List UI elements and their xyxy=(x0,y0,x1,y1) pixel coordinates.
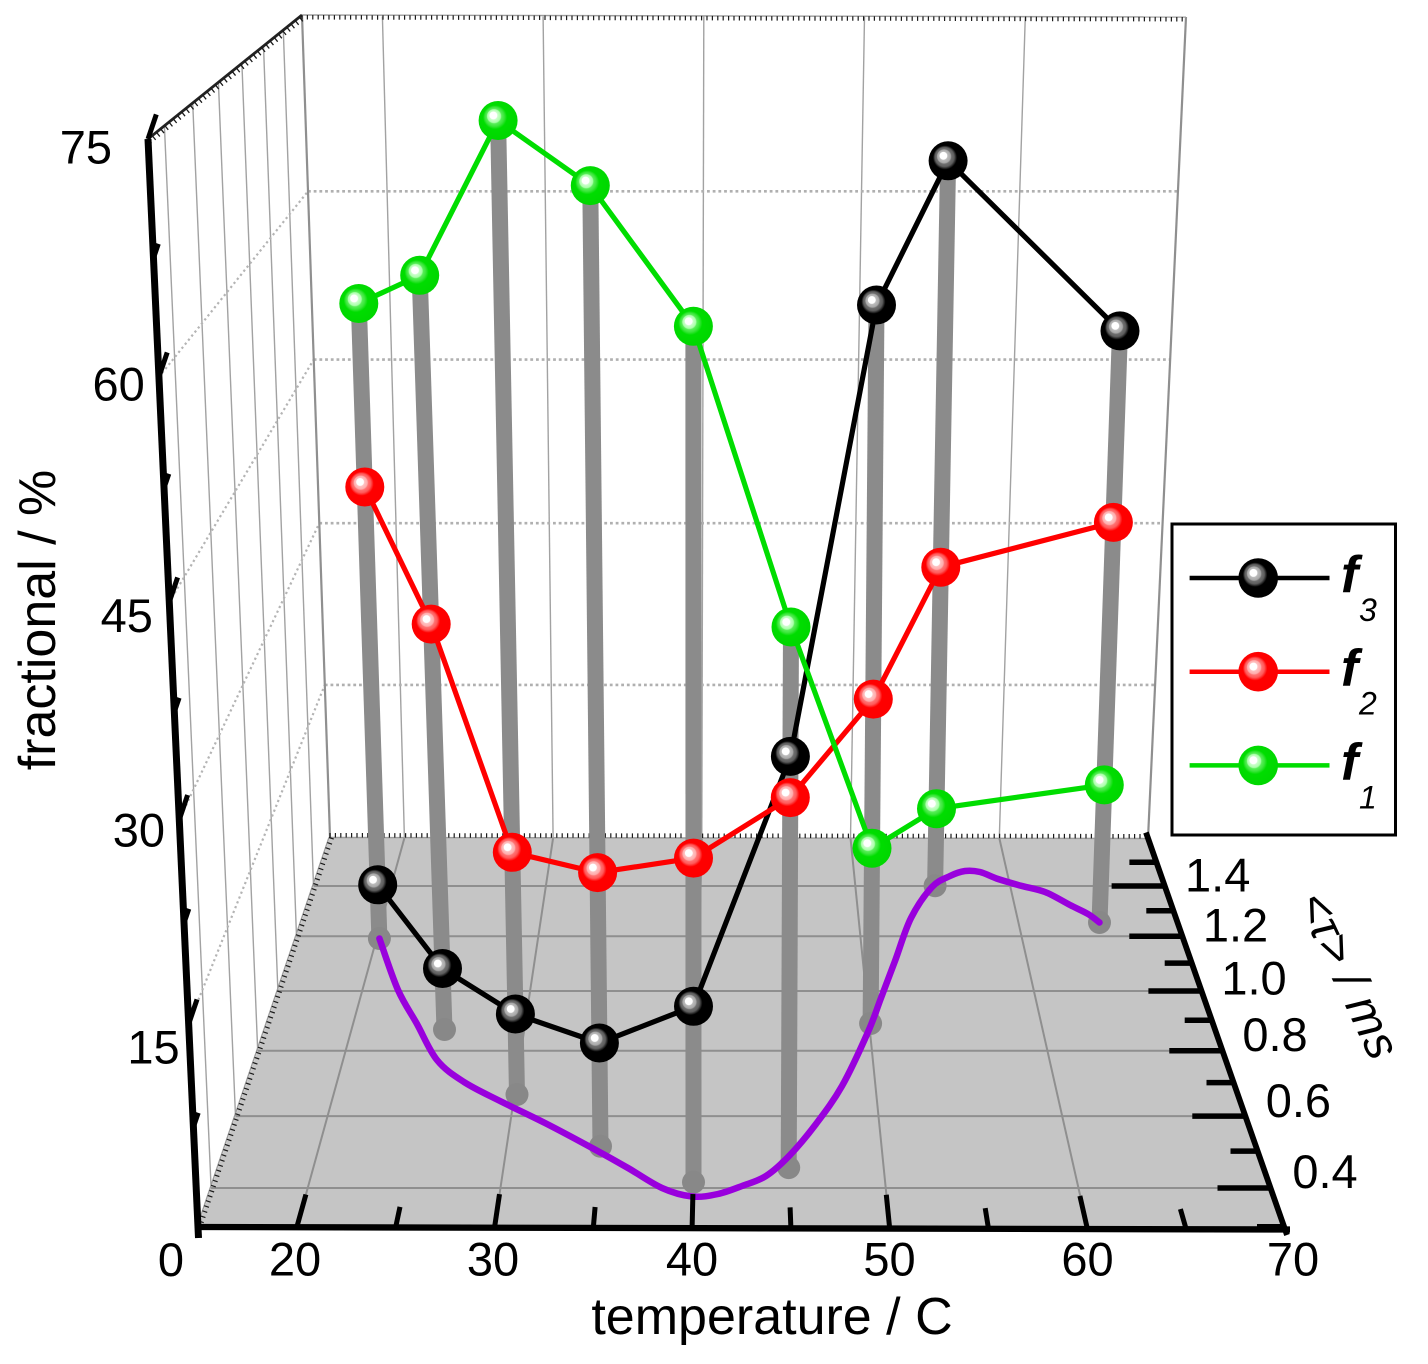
svg-text:40: 40 xyxy=(666,1233,718,1286)
svg-text:0: 0 xyxy=(158,1233,184,1286)
svg-text:f: f xyxy=(1341,640,1363,698)
svg-text:60: 60 xyxy=(93,358,145,411)
svg-text:45: 45 xyxy=(101,589,153,642)
svg-text:0.4: 0.4 xyxy=(1292,1145,1357,1198)
svg-text:30: 30 xyxy=(113,804,165,857)
svg-text:50: 50 xyxy=(863,1233,915,1286)
svg-text:1.2: 1.2 xyxy=(1203,898,1268,951)
svg-text:70: 70 xyxy=(1267,1233,1319,1286)
svg-text:30: 30 xyxy=(467,1233,519,1286)
svg-text:1.0: 1.0 xyxy=(1221,952,1286,1005)
svg-text:2: 2 xyxy=(1358,686,1377,722)
svg-text:f: f xyxy=(1341,733,1363,791)
svg-text:f: f xyxy=(1341,546,1363,604)
svg-text:60: 60 xyxy=(1061,1233,1113,1286)
svg-text:20: 20 xyxy=(269,1233,321,1286)
svg-text:3: 3 xyxy=(1359,592,1377,628)
svg-text:temperature / C: temperature / C xyxy=(591,1288,952,1346)
svg-text:0.8: 0.8 xyxy=(1242,1008,1307,1061)
svg-text:0.6: 0.6 xyxy=(1266,1074,1331,1127)
svg-text:1.4: 1.4 xyxy=(1185,848,1250,901)
svg-text:75: 75 xyxy=(60,121,112,174)
svg-text:15: 15 xyxy=(127,1021,179,1074)
svg-text:1: 1 xyxy=(1359,779,1377,815)
svg-text:fractional / %: fractional / % xyxy=(9,470,67,771)
